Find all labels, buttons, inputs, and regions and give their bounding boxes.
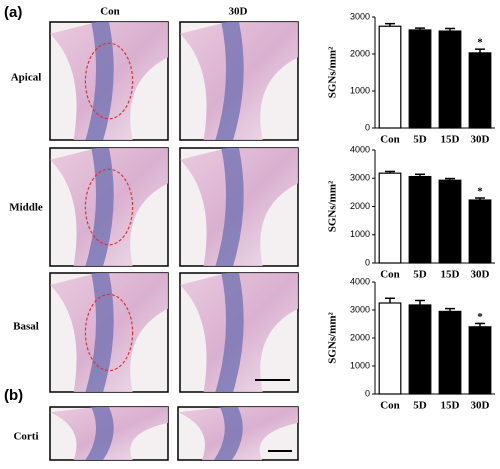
histology-images <box>49 21 299 461</box>
roi-outline <box>84 168 134 246</box>
x-tick-label: 30D <box>471 400 490 412</box>
x-tick-label: 30D <box>471 269 490 281</box>
y-tick-label: 3000 <box>350 304 370 314</box>
x-tick-label: Con <box>380 400 400 412</box>
y-tick-label: 0 <box>365 122 370 132</box>
bar <box>438 30 462 129</box>
y-tick-label: 2000 <box>350 332 370 342</box>
y-tick-label: 0 <box>365 388 370 398</box>
y-tick-label: 3000 <box>350 173 370 183</box>
roi-outline <box>84 293 134 372</box>
y-axis-label: SGNs/mm² <box>327 46 339 98</box>
y-tick-label: 4000 <box>350 144 370 154</box>
bone <box>215 148 244 266</box>
row-label: Apical <box>11 72 42 84</box>
bar <box>438 179 462 264</box>
column-label: 30D <box>229 6 248 18</box>
significance-mark: * <box>477 311 483 323</box>
y-tick-label: 1000 <box>350 229 370 239</box>
bar <box>438 310 462 395</box>
bone <box>215 273 244 392</box>
bar <box>468 199 492 264</box>
x-tick-label: 15D <box>441 134 460 146</box>
column-label: Con <box>100 6 120 18</box>
panel-label: (a) <box>4 4 22 21</box>
x-tick-label: Con <box>380 134 400 146</box>
x-tick-label: 15D <box>441 400 460 412</box>
x-tick-label: 5D <box>413 269 427 281</box>
significance-mark: * <box>477 186 483 198</box>
x-tick-label: 5D <box>413 134 427 146</box>
y-tick-label: 4000 <box>350 276 370 286</box>
y-axis-label: SGNs/mm² <box>327 312 339 364</box>
bar <box>378 25 402 129</box>
bar <box>408 175 432 264</box>
bar <box>408 29 432 129</box>
bar <box>408 304 432 395</box>
row-label: Corti <box>13 431 38 443</box>
row-label: Middle <box>9 202 43 214</box>
bar <box>378 302 402 395</box>
y-tick-label: 1000 <box>350 85 370 95</box>
bone <box>85 273 114 392</box>
bar <box>378 172 402 264</box>
bone <box>215 22 244 140</box>
y-tick-label: 2000 <box>350 48 370 58</box>
y-tick-label: 2000 <box>350 201 370 211</box>
y-tick-label: 1000 <box>350 360 370 370</box>
roi-outline <box>84 42 134 120</box>
bone <box>85 148 114 266</box>
bone <box>214 407 243 460</box>
significance-mark: * <box>477 37 483 49</box>
panel-label: (b) <box>4 387 23 404</box>
x-tick-label: 30D <box>471 134 490 146</box>
bone <box>85 407 114 460</box>
x-tick-label: 5D <box>413 400 427 412</box>
x-tick-label: 15D <box>441 269 460 281</box>
x-tick-label: Con <box>380 269 400 281</box>
row-label: Basal <box>13 321 39 333</box>
bar <box>468 326 492 395</box>
y-axis-label: SGNs/mm² <box>327 180 339 232</box>
bar <box>468 52 492 129</box>
y-tick-label: 0 <box>365 257 370 267</box>
bone <box>85 22 114 140</box>
y-tick-label: 3000 <box>350 11 370 21</box>
